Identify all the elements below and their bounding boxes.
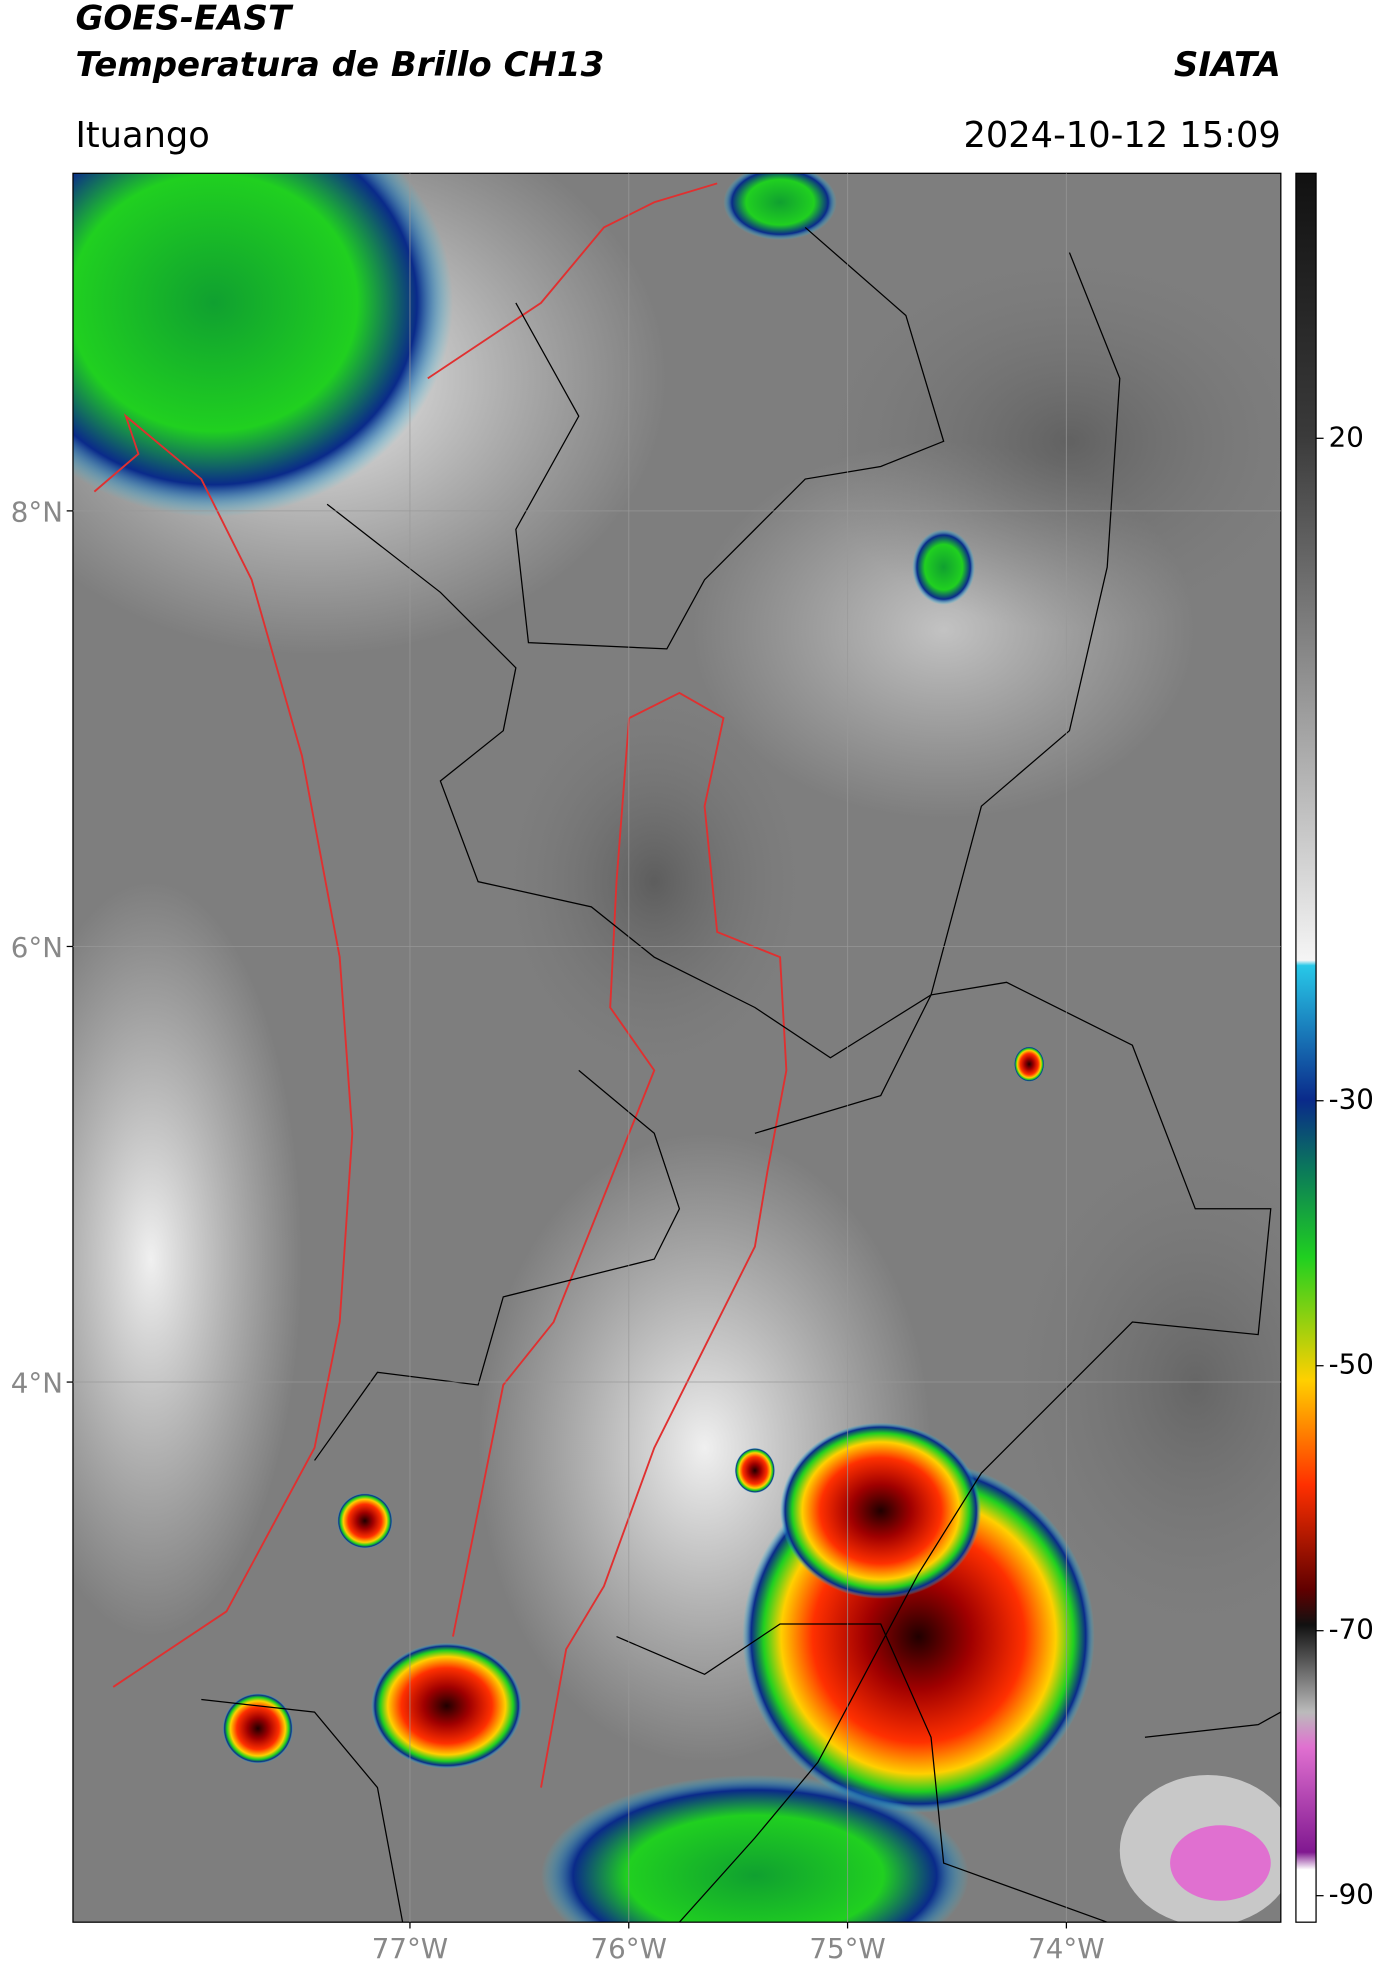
colorbar-label: -70 [1329, 1613, 1374, 1646]
colorbar-label: -30 [1329, 1083, 1374, 1116]
timestamp: 2024-10-12 15:09 [963, 115, 1280, 156]
lat-label: 8°N [11, 495, 63, 528]
lon-label: 76°W [591, 1932, 667, 1965]
map-frame [72, 172, 1282, 1923]
title: GOES-EAST [75, 0, 293, 38]
brand: SIATA [1174, 45, 1281, 85]
colorbar-label: -50 [1329, 1348, 1374, 1381]
title: Temperatura de Brillo CH13 [75, 45, 604, 85]
colorbar [1295, 172, 1317, 1923]
colorbar-label: -90 [1329, 1878, 1374, 1911]
lon-label: 75°W [809, 1932, 885, 1965]
colorbar-label: 20 [1329, 420, 1364, 453]
lon-label: 77°W [372, 1932, 448, 1965]
lat-label: 4°N [11, 1367, 63, 1400]
satellite-image [72, 173, 1281, 1923]
lat-label: 6°N [11, 931, 63, 964]
location: Ituango [75, 115, 209, 156]
lon-label: 74°W [1028, 1932, 1104, 1965]
